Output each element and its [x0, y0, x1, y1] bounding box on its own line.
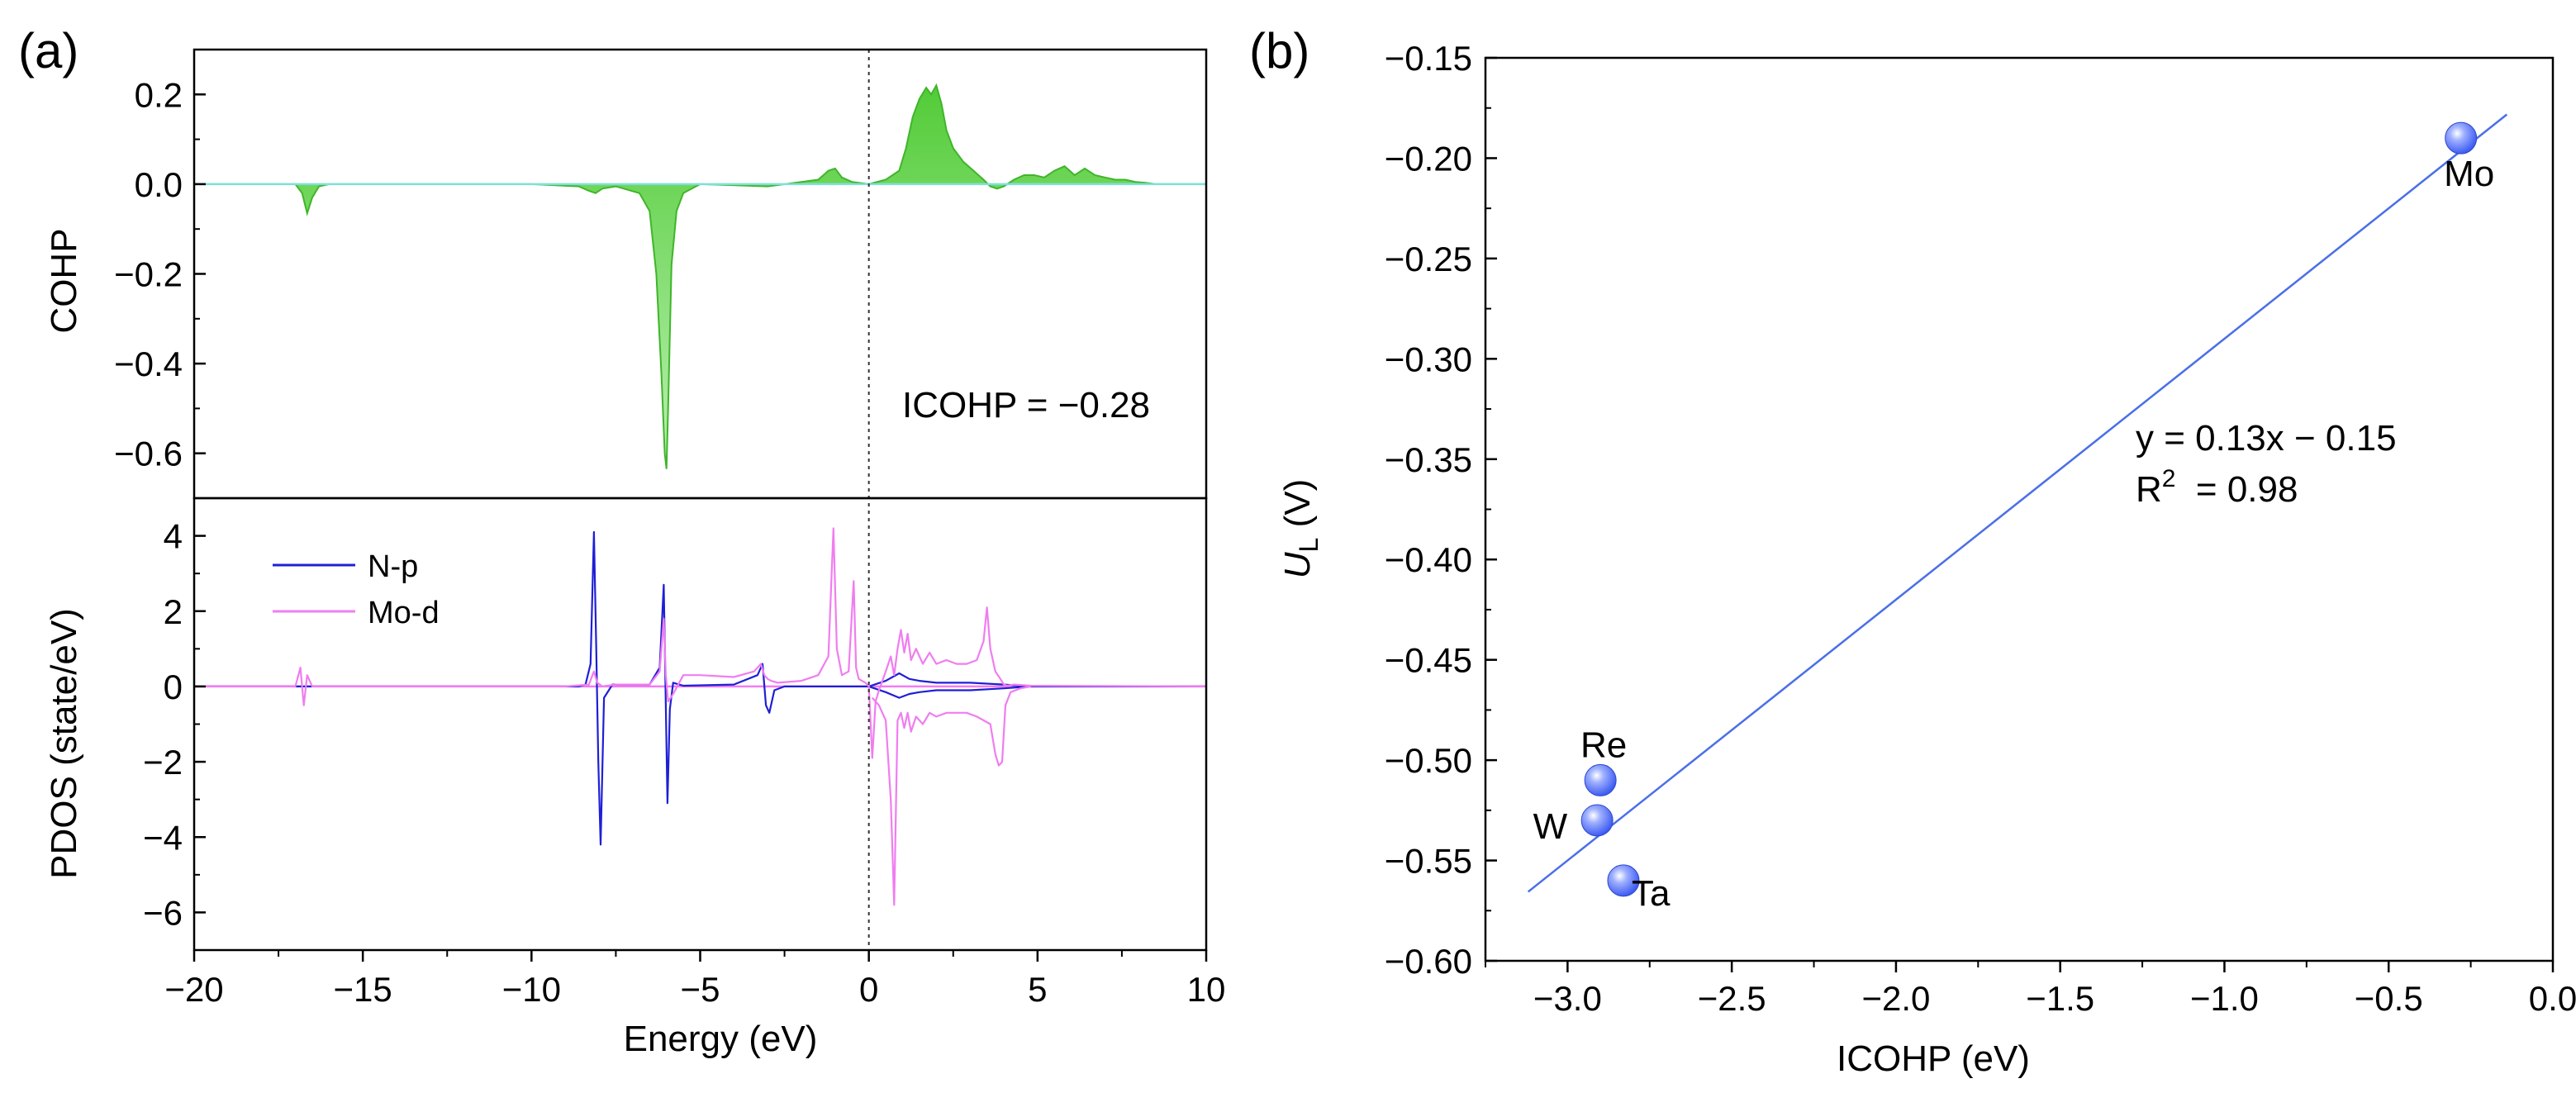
pdos-legend: N-p Mo-d	[273, 549, 440, 630]
cohp-y-axis-title: COHP	[44, 228, 84, 333]
data-point-label-mo: Mo	[2444, 154, 2494, 194]
legend-label-mo-d: Mo-d	[368, 596, 440, 630]
pdos-x-tick-label: −15	[334, 970, 392, 1009]
data-point-w	[1580, 804, 1614, 837]
scatter-x-tick-label: −1.0	[2190, 979, 2259, 1018]
r-squared-value: = 0.98	[2175, 469, 2298, 510]
scatter-x-tick-label: −0.5	[2355, 979, 2423, 1018]
linear-fit-line	[1527, 113, 2508, 893]
r-squared-symbol: R	[2136, 469, 2162, 510]
pdos-series-mo-d-down	[871, 685, 1031, 906]
cohp-plot	[194, 83, 1206, 469]
scatter-y-tick-label: −0.60	[1385, 942, 1472, 981]
cohp-y-tick-label: −0.6	[114, 435, 183, 473]
pdos-y-tick-label: 4	[164, 517, 183, 556]
pdos-y-tick-label: 2	[164, 592, 183, 631]
scatter-y-tick-label: −0.35	[1385, 440, 1472, 479]
scatter-y-tick-label: −0.20	[1385, 139, 1472, 178]
panel-a-ticks: 0.2 0.0 −0.2 −0.4 −0.6 4 2 0 −2 −4 −6 −20 −15 −10 −5 0 5…	[114, 49, 1226, 1009]
cohp-frame	[192, 48, 1208, 500]
scatter-x-tick-label: −1.5	[2026, 979, 2094, 1018]
pdos-y-axis-title: PDOS (state/eV)	[44, 608, 84, 879]
pdos-series-n-p	[194, 530, 1206, 846]
cohp-series-line	[194, 83, 1206, 469]
scatter-y-tick-label: −0.55	[1385, 842, 1472, 881]
pdos-x-tick-label: −20	[164, 970, 223, 1009]
ul-unit: (V)	[1277, 479, 1318, 538]
pdos-y-tick-label: 0	[164, 668, 183, 706]
scatter-y-tick-label: −0.50	[1385, 741, 1472, 780]
icohp-annotation: ICOHP = −0.28	[902, 385, 1150, 425]
data-point-ta	[1607, 864, 1640, 897]
scatter-x-tick-label: −3.0	[1533, 979, 1602, 1018]
scatter-x-tick-label: −2.5	[1698, 979, 1766, 1018]
pdos-series-n-p-down	[868, 685, 1031, 699]
data-point-re	[1584, 763, 1617, 796]
scatter-y-tick-label: −0.15	[1385, 39, 1472, 78]
cohp-y-tick-label: −0.2	[114, 255, 183, 294]
cohp-y-tick-label: 0.2	[135, 75, 183, 114]
data-point-label-re: Re	[1580, 725, 1627, 765]
pdos-x-tick-label: 5	[1028, 970, 1047, 1009]
pdos-x-axis-title: Energy (eV)	[624, 1019, 818, 1059]
cohp-y-tick-label: −0.4	[114, 345, 183, 383]
legend-label-n-p: N-p	[368, 549, 418, 584]
pdos-series-mo-d	[194, 527, 1207, 759]
panel-b-ticks: −0.15−0.20−0.25−0.30−0.35−0.40−0.45−0.50…	[1385, 39, 2576, 1018]
scatter-x-tick-label: −2.0	[1861, 979, 1930, 1018]
pdos-x-tick-label: −10	[502, 970, 561, 1009]
scatter-y-tick-label: −0.30	[1385, 340, 1472, 378]
panel-a-chart: 0.2 0.0 −0.2 −0.4 −0.6 4 2 0 −2 −4 −6 −20 −15 −10 −5 0 5…	[44, 48, 1226, 1059]
scatter-y-tick-label: −0.25	[1385, 240, 1472, 278]
pdos-y-tick-label: −6	[143, 893, 183, 932]
data-point-mo	[2445, 121, 2478, 154]
cohp-y-tick-label: 0.0	[135, 165, 183, 204]
panel-a-label: (a)	[18, 23, 78, 78]
ul-y-axis-title: UL (V)	[1277, 479, 1324, 578]
scatter-x-tick-label: 0.0	[2529, 979, 2576, 1018]
scatter-y-tick-label: −0.40	[1385, 540, 1472, 579]
panel-b-chart: Mo Re W Ta −0.15 −0.20 −0.25 −0.30 −0.35 −0.40 −0…	[1277, 39, 2576, 1079]
panel-b-label: (b)	[1249, 23, 1309, 78]
pdos-x-tick-label: 10	[1187, 970, 1226, 1009]
icohp-ul-scatter-plot: Mo Re W Ta	[1484, 56, 2555, 962]
data-point-label-w: W	[1533, 806, 1568, 847]
pdos-x-tick-label: 0	[859, 970, 878, 1009]
r-squared-superscript: 2	[2162, 465, 2176, 492]
ul-symbol: U	[1277, 552, 1318, 578]
scatter-frame	[1484, 56, 2555, 962]
data-point-label-ta: Ta	[1632, 873, 1671, 914]
cohp-fill-area	[194, 85, 1206, 469]
scatter-y-tick-label: −0.45	[1385, 641, 1472, 680]
icohp-x-axis-title: ICOHP (eV)	[1837, 1038, 2030, 1079]
pdos-x-tick-label: −5	[681, 970, 720, 1009]
pdos-y-tick-label: −2	[143, 743, 183, 782]
fit-equation: y = 0.13x − 0.15	[2136, 418, 2397, 459]
pdos-plot	[194, 527, 1207, 906]
fit-r-squared: R2 = 0.98	[2136, 465, 2298, 510]
pdos-y-tick-label: −4	[143, 818, 183, 857]
ul-subscript: L	[1294, 538, 1324, 553]
